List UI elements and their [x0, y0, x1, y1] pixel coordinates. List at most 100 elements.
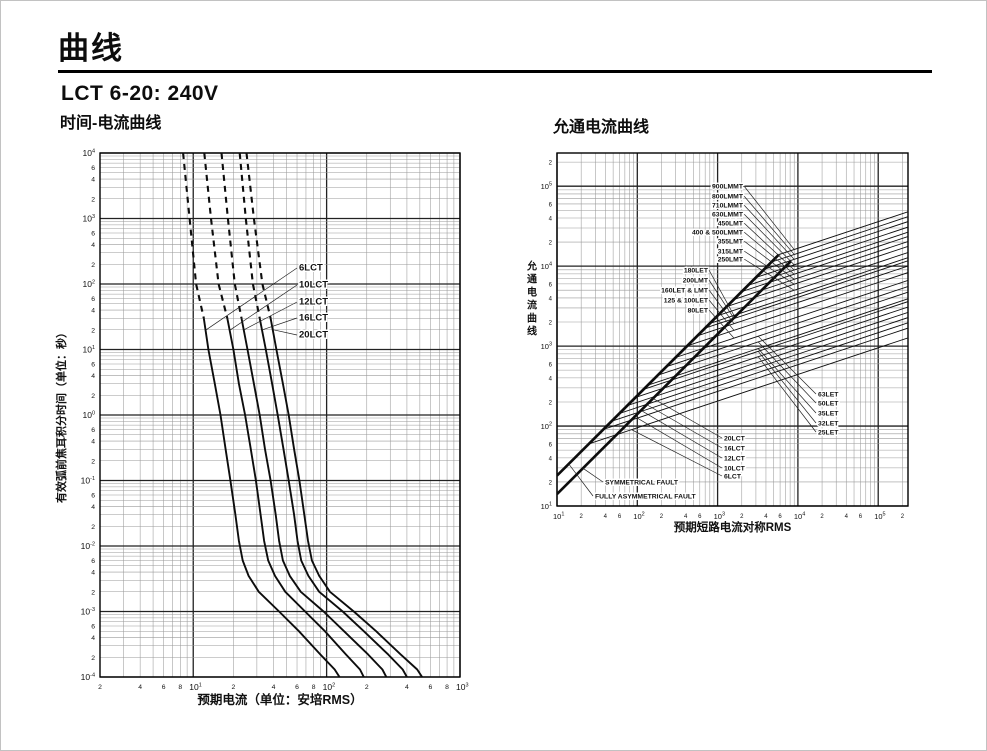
- curve-12lct-melting-long-time-: [220, 153, 243, 319]
- curve-label: 32LET: [818, 421, 839, 428]
- svg-text:4: 4: [405, 684, 409, 691]
- svg-text:6: 6: [549, 282, 553, 288]
- svg-text:10-3: 10-3: [81, 607, 95, 617]
- curve-80let: [675, 279, 908, 358]
- curve-symmetrical-fault: [557, 260, 792, 496]
- curve-label: 63LET: [818, 392, 839, 399]
- svg-text:4: 4: [272, 684, 276, 691]
- svg-text:6: 6: [91, 165, 95, 172]
- svg-text:8: 8: [178, 684, 182, 691]
- curve-label: 12LCT: [299, 297, 328, 308]
- curve-label: 20LCT: [724, 436, 746, 443]
- svg-text:6: 6: [91, 231, 95, 238]
- curve-label: 12LCT: [724, 456, 746, 463]
- svg-text:4: 4: [91, 308, 95, 315]
- svg-text:6: 6: [698, 514, 702, 520]
- svg-text:6: 6: [859, 514, 863, 520]
- svg-text:102: 102: [323, 682, 336, 692]
- svg-text:2: 2: [549, 400, 553, 406]
- svg-text:4: 4: [549, 296, 553, 302]
- svg-text:2: 2: [98, 684, 102, 691]
- svg-text:2: 2: [231, 684, 235, 691]
- svg-text:103: 103: [456, 682, 469, 692]
- svg-text:允: 允: [526, 260, 537, 273]
- tick-labels-let-through: 101 102 103 104 105 2 4 6 2 4 6 2 4 6 2 4 6 2 105 104 103 102…: [541, 161, 905, 521]
- curve-20lct-melting-long-time-: [245, 153, 272, 319]
- curve-label: 200LMT: [683, 278, 709, 285]
- svg-text:6: 6: [91, 427, 95, 434]
- svg-text:4: 4: [845, 514, 849, 520]
- svg-text:4: 4: [549, 456, 553, 462]
- svg-text:2: 2: [91, 393, 95, 400]
- x-axis-title: 预期短路电流对称RMS: [674, 520, 792, 534]
- curve-450lmt: [747, 231, 908, 286]
- curve-label: 125 & 100LET: [664, 298, 709, 305]
- svg-text:104: 104: [794, 512, 805, 522]
- curve-label: 25LET: [818, 430, 839, 437]
- curve-label: 900LMMT: [712, 184, 744, 191]
- title-divider: [58, 70, 932, 73]
- svg-text:8: 8: [312, 684, 316, 691]
- curve-710lmmt: [764, 221, 908, 270]
- svg-text:2: 2: [549, 480, 553, 486]
- svg-text:6: 6: [91, 558, 95, 565]
- curve-label: 6LCT: [299, 263, 323, 274]
- curve-label: 160LET & LMT: [661, 288, 709, 295]
- svg-text:102: 102: [541, 422, 552, 432]
- svg-text:6: 6: [549, 202, 553, 208]
- curve-35let: [647, 298, 908, 386]
- svg-text:4: 4: [549, 216, 553, 222]
- curve-16lct: [258, 318, 408, 677]
- curve-label: 355LMT: [718, 239, 744, 246]
- curve-63let: [666, 286, 908, 368]
- svg-text:10-4: 10-4: [81, 672, 95, 682]
- curve-label: 630LMMT: [712, 212, 744, 219]
- let-through-chart: 101 102 103 104 105 2 4 6 2 4 6 2 4 6 2 4 6 2 105 104 103 102…: [526, 152, 909, 534]
- svg-text:2: 2: [91, 196, 95, 203]
- curve-200lmt: [705, 260, 908, 329]
- curve-label: 250LMT: [718, 257, 744, 264]
- svg-text:2: 2: [580, 514, 584, 520]
- svg-text:8: 8: [445, 684, 449, 691]
- curve-label: 450LMT: [718, 221, 744, 228]
- svg-text:2: 2: [901, 514, 905, 520]
- svg-text:流: 流: [527, 299, 537, 312]
- curve-label: 6LCT: [724, 474, 742, 481]
- grid-time-current: [99, 152, 461, 678]
- svg-text:4: 4: [684, 514, 688, 520]
- svg-text:6: 6: [162, 684, 166, 691]
- svg-text:4: 4: [764, 514, 768, 520]
- svg-text:2: 2: [365, 684, 369, 691]
- curve-label: 400 & 500LMMT: [692, 230, 744, 237]
- svg-text:102: 102: [633, 512, 644, 522]
- curve-12lct: [240, 318, 388, 677]
- svg-text:6: 6: [549, 362, 553, 368]
- svg-text:10-1: 10-1: [81, 476, 95, 486]
- svg-text:6: 6: [778, 514, 782, 520]
- curve-125-100let: [687, 272, 908, 347]
- curve-label: 16LCT: [724, 446, 746, 453]
- svg-text:2: 2: [549, 321, 553, 327]
- curve-16lct: [619, 317, 908, 414]
- svg-text:6: 6: [91, 296, 95, 303]
- svg-text:101: 101: [553, 512, 564, 522]
- svg-text:通: 通: [527, 274, 537, 286]
- svg-text:6: 6: [429, 684, 433, 691]
- curve-label: 16LCT: [299, 313, 328, 324]
- curve-250lmt: [717, 252, 908, 317]
- left-chart-heading: 时间-电流曲线: [60, 115, 162, 132]
- svg-text:100: 100: [82, 410, 95, 420]
- svg-text:101: 101: [541, 502, 552, 512]
- grid-let-through: [556, 152, 909, 507]
- svg-text:101: 101: [82, 345, 95, 355]
- svg-text:105: 105: [541, 182, 552, 192]
- time-current-chart: 101 102 103 2 4 6 8 2 4 6 8 2 4 6 8 104 103 102 101 100 10-1…: [54, 148, 469, 707]
- svg-text:6: 6: [295, 684, 299, 691]
- svg-text:2: 2: [91, 655, 95, 662]
- svg-text:4: 4: [91, 504, 95, 511]
- svg-text:103: 103: [82, 214, 95, 224]
- curve-800lmmt: [771, 216, 908, 263]
- svg-text:2: 2: [740, 514, 744, 520]
- svg-text:2: 2: [91, 524, 95, 531]
- svg-text:4: 4: [91, 439, 95, 446]
